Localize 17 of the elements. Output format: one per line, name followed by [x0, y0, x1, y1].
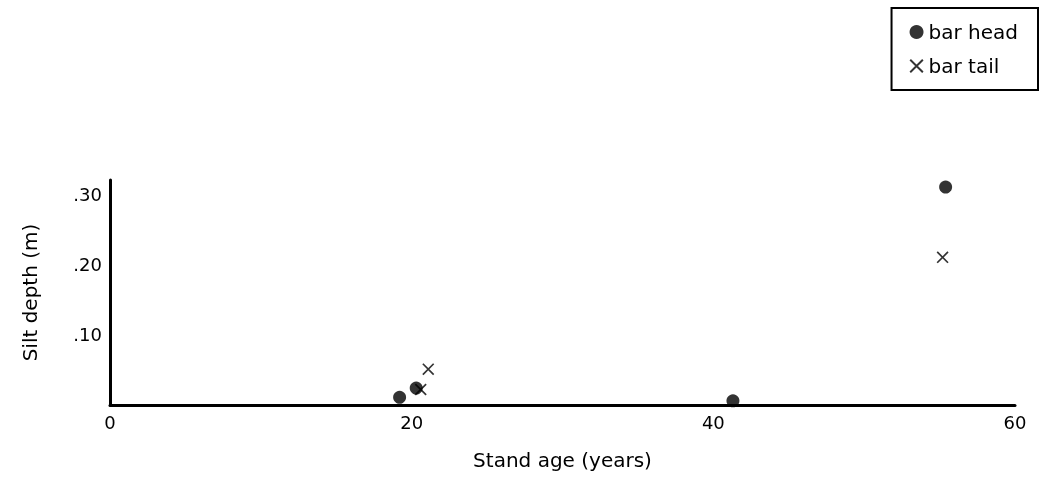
- x-tick-label: 60: [1003, 411, 1027, 433]
- legend-label: bar tail: [928, 54, 1000, 78]
- legend-label: bar head: [928, 20, 1019, 44]
- point: [726, 394, 740, 408]
- point: [422, 363, 435, 376]
- point: [414, 383, 427, 396]
- point: [939, 180, 953, 194]
- y-tick-label: .20: [73, 253, 102, 275]
- y-tick-label: .10: [73, 324, 102, 346]
- y-axis-title: Silt depth (m): [18, 223, 42, 362]
- x-tick-label: 20: [400, 411, 424, 433]
- point: [393, 390, 407, 404]
- point: [936, 251, 949, 264]
- x-axis-title: Stand age (years): [473, 448, 652, 472]
- x-tick-label: 0: [104, 411, 116, 433]
- x-tick-label: 40: [701, 411, 725, 433]
- y-tick-label: .30: [73, 183, 102, 205]
